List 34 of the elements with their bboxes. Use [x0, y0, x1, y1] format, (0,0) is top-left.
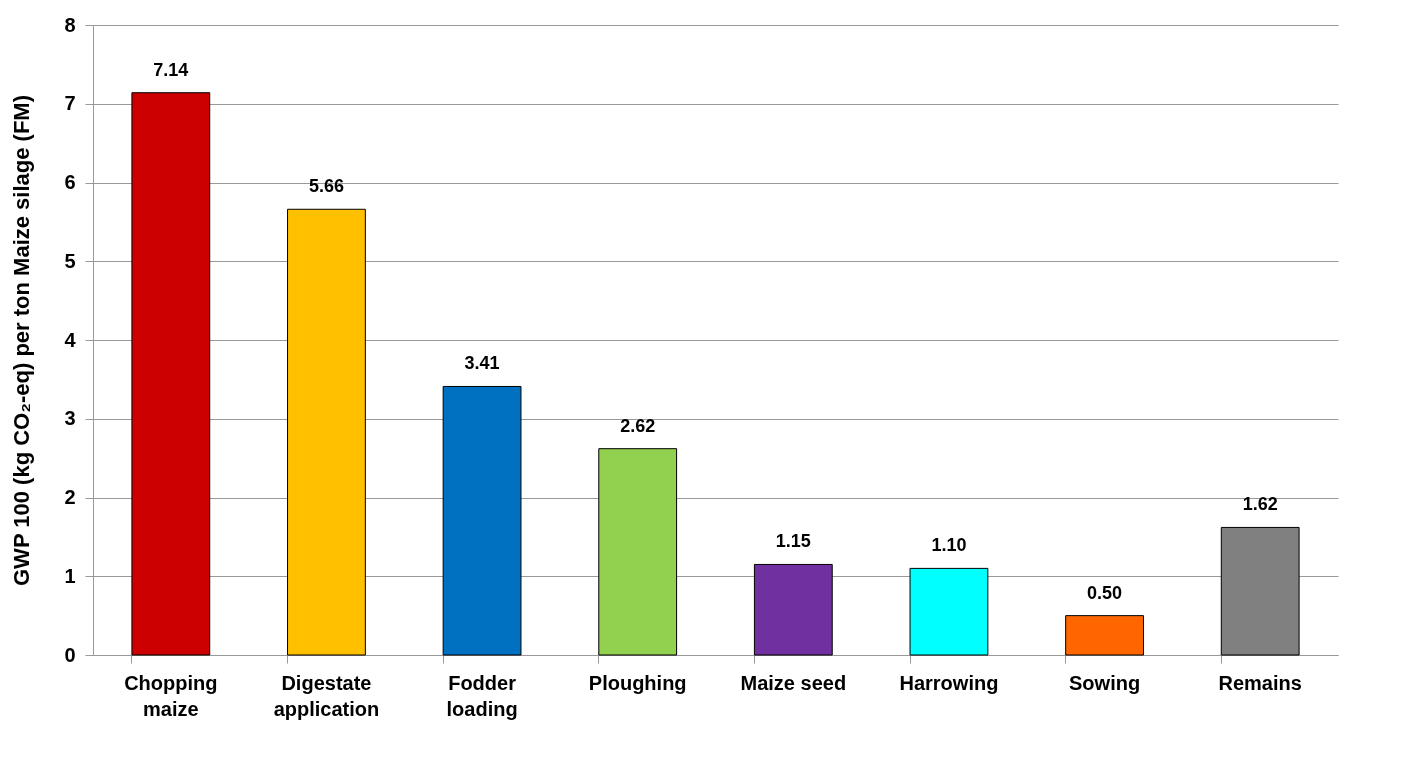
data-label: 1.15: [775, 531, 811, 552]
x-tick-label: Maize seed: [740, 671, 847, 694]
y-tick-label: 5: [64, 249, 76, 272]
bar: [1220, 526, 1300, 656]
y-tick-label: 4: [64, 328, 77, 351]
y-tick-label: 6: [64, 171, 76, 193]
x-tick-label: Digestate application: [273, 671, 380, 720]
data-label: 3.41: [464, 353, 500, 374]
bar: [131, 92, 211, 656]
x-tick-label: Fodder loading: [446, 671, 518, 720]
data-label: 1.10: [931, 535, 967, 556]
y-tick-label: 2: [64, 486, 76, 508]
x-tick-label: Chopping maize: [124, 671, 218, 720]
y-tick-label: 3: [64, 407, 76, 430]
bar: [1065, 615, 1144, 656]
x-tick-label: Harrowing: [899, 671, 999, 694]
bar: [753, 563, 833, 656]
y-tick-label: 7: [64, 92, 76, 115]
bar: [909, 567, 989, 656]
data-label: 7.14: [153, 59, 189, 80]
y-tick-label: 1: [64, 564, 76, 587]
y-tick-label: 8: [64, 13, 76, 36]
x-tick-label: Sowing: [1069, 671, 1141, 694]
bar: [442, 385, 522, 656]
bar: [598, 448, 678, 656]
data-label: 0.50: [1087, 582, 1123, 603]
data-label: 2.62: [620, 415, 656, 436]
bar: [287, 208, 366, 656]
data-label: 5.66: [308, 176, 344, 197]
x-tick-label: Ploughing: [588, 671, 687, 694]
y-tick-label: 0: [64, 643, 76, 666]
x-tick-label: Remains: [1218, 671, 1302, 694]
data-label: 1.62: [1242, 494, 1278, 515]
y-axis-title: GWP 100 (kg CO₂-eq) per ton Maize silage (FM): [9, 95, 35, 586]
